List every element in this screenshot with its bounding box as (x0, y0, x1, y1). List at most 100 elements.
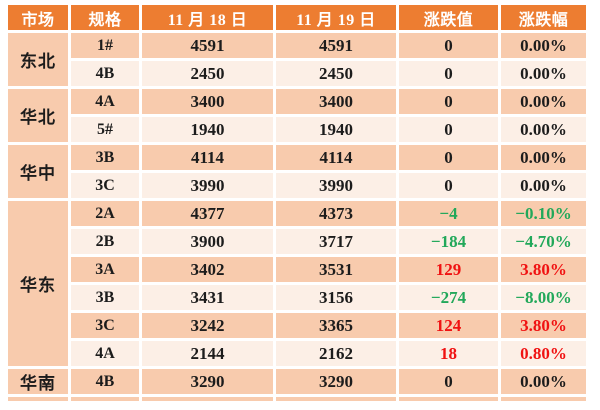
change-value-cell: 0 (399, 145, 498, 170)
col-header-nov18: 11 月 18 日 (142, 5, 273, 30)
price-nov18-cell: 2144 (142, 341, 273, 366)
price-nov19-cell: 2450 (276, 61, 396, 86)
price-nov19-cell: 4114 (276, 145, 396, 170)
table-row: 3C 3242 3365 124 3.80% (8, 313, 586, 338)
table-row: 华东 2A 4377 4373 −4 −0.10% (8, 201, 586, 366)
price-nov19-cell: 1940 (276, 117, 396, 142)
table-row: 华中 3B 4114 4114 0 0.00% (8, 145, 586, 198)
change-pct-cell: 0.00% (501, 369, 586, 394)
price-nov18-cell: 3290 (142, 369, 273, 394)
spec-cell: 2B (71, 229, 139, 254)
price-nov18-cell: 3900 (142, 229, 273, 254)
price-nov18-cell: 3402 (142, 257, 273, 282)
change-pct-cell: −8.00% (501, 285, 586, 310)
table-row: 3A 3402 3531 129 3.80% (8, 257, 586, 282)
spec-cell: 4A (71, 341, 139, 366)
change-value-cell: 129 (399, 257, 498, 282)
change-pct-cell: 0.80% (501, 341, 586, 366)
table-row: 4B 2450 2450 0 0.00% (8, 61, 586, 86)
table-row: 东北 1# 4591 4591 0 0.00% (8, 33, 586, 86)
change-pct-cell: 3.80% (501, 257, 586, 282)
price-nov18-cell: 1940 (142, 117, 273, 142)
change-value-cell: −274 (399, 285, 498, 310)
col-header-spec: 规格 (71, 5, 139, 30)
spec-cell: 2A (71, 201, 139, 226)
header-row: 市场 规格 11 月 18 日 11 月 19 日 涨跌值 涨跌幅 (8, 5, 586, 30)
price-nov18-cell: 4591 (142, 33, 273, 58)
change-pct-cell: −4.70% (501, 229, 586, 254)
change-value-cell: 0 (399, 33, 498, 58)
change-pct-cell: 0.00% (501, 145, 586, 170)
price-nov19-cell: 4373 (276, 201, 396, 226)
partial-cell (501, 397, 586, 401)
price-nov19-cell: 4591 (276, 33, 396, 58)
change-pct-cell: 0.00% (501, 117, 586, 142)
market-cell: 华中 (8, 145, 68, 198)
price-nov19-cell: 3365 (276, 313, 396, 338)
col-header-change-value: 涨跌值 (399, 5, 498, 30)
spec-cell: 3B (71, 145, 139, 170)
table-row: 5# 1940 1940 0 0.00% (8, 117, 586, 142)
change-value-cell: 0 (399, 117, 498, 142)
change-pct-cell: 0.00% (501, 61, 586, 86)
table-row: 华南 4B 3290 3290 0 0.00% (8, 369, 586, 394)
change-pct-cell: 0.00% (501, 33, 586, 58)
partial-cell (276, 397, 396, 401)
change-value-cell: 0 (399, 61, 498, 86)
change-pct-cell: −0.10% (501, 201, 586, 226)
price-nov19-cell: 3290 (276, 369, 396, 394)
change-pct-cell: 3.80% (501, 313, 586, 338)
spec-cell: 3B (71, 285, 139, 310)
price-nov19-cell: 3400 (276, 89, 396, 114)
price-nov18-cell: 2450 (142, 61, 273, 86)
change-pct-cell: 0.00% (501, 89, 586, 114)
table-row: 华北 4A 3400 3400 0 0.00% (8, 89, 586, 142)
price-nov19-cell: 3990 (276, 173, 396, 198)
spec-cell: 5# (71, 117, 139, 142)
change-value-cell: −184 (399, 229, 498, 254)
price-table: 市场 规格 11 月 18 日 11 月 19 日 涨跌值 涨跌幅 东北 1# 45… (5, 2, 589, 404)
change-value-cell: 0 (399, 369, 498, 394)
col-header-nov19: 11 月 19 日 (276, 5, 396, 30)
market-cell: 东北 (8, 33, 68, 86)
change-value-cell: 18 (399, 341, 498, 366)
price-nov18-cell: 4377 (142, 201, 273, 226)
price-nov18-cell: 3242 (142, 313, 273, 338)
col-header-change-pct: 涨跌幅 (501, 5, 586, 30)
price-nov18-cell: 3400 (142, 89, 273, 114)
market-cell: 华东 (8, 201, 68, 366)
table-row: 3B 3431 3156 −274 −8.00% (8, 285, 586, 310)
spec-cell: 4B (71, 369, 139, 394)
spec-cell: 4B (71, 61, 139, 86)
price-nov19-cell: 3717 (276, 229, 396, 254)
change-value-cell: 0 (399, 89, 498, 114)
table-row: 2B 3900 3717 −184 −4.70% (8, 229, 586, 254)
partial-cell (399, 397, 498, 401)
price-nov18-cell: 4114 (142, 145, 273, 170)
market-cell: 华南 (8, 369, 68, 394)
col-header-market: 市场 (8, 5, 68, 30)
price-nov19-cell: 2162 (276, 341, 396, 366)
change-pct-cell: 0.00% (501, 173, 586, 198)
price-nov18-cell: 3990 (142, 173, 273, 198)
price-nov18-cell: 3431 (142, 285, 273, 310)
spec-cell: 3A (71, 257, 139, 282)
table-row: 3C 3990 3990 0 0.00% (8, 173, 586, 198)
price-nov19-cell: 3156 (276, 285, 396, 310)
spec-cell: 1# (71, 33, 139, 58)
table-row: 4A 2144 2162 18 0.80% (8, 341, 586, 366)
partial-cell (71, 397, 139, 401)
partial-cell (8, 397, 68, 401)
change-value-cell: 124 (399, 313, 498, 338)
spec-cell: 3C (71, 313, 139, 338)
partial-cell (142, 397, 273, 401)
partial-next-row (8, 397, 586, 401)
market-cell: 华北 (8, 89, 68, 142)
spec-cell: 4A (71, 89, 139, 114)
change-value-cell: −4 (399, 201, 498, 226)
price-nov19-cell: 3531 (276, 257, 396, 282)
table-header: 市场 规格 11 月 18 日 11 月 19 日 涨跌值 涨跌幅 (8, 5, 586, 30)
change-value-cell: 0 (399, 173, 498, 198)
table-body: 东北 1# 4591 4591 0 0.00% 4B 2450 2450 0 0.00% 华北 4A 34… (8, 33, 586, 401)
